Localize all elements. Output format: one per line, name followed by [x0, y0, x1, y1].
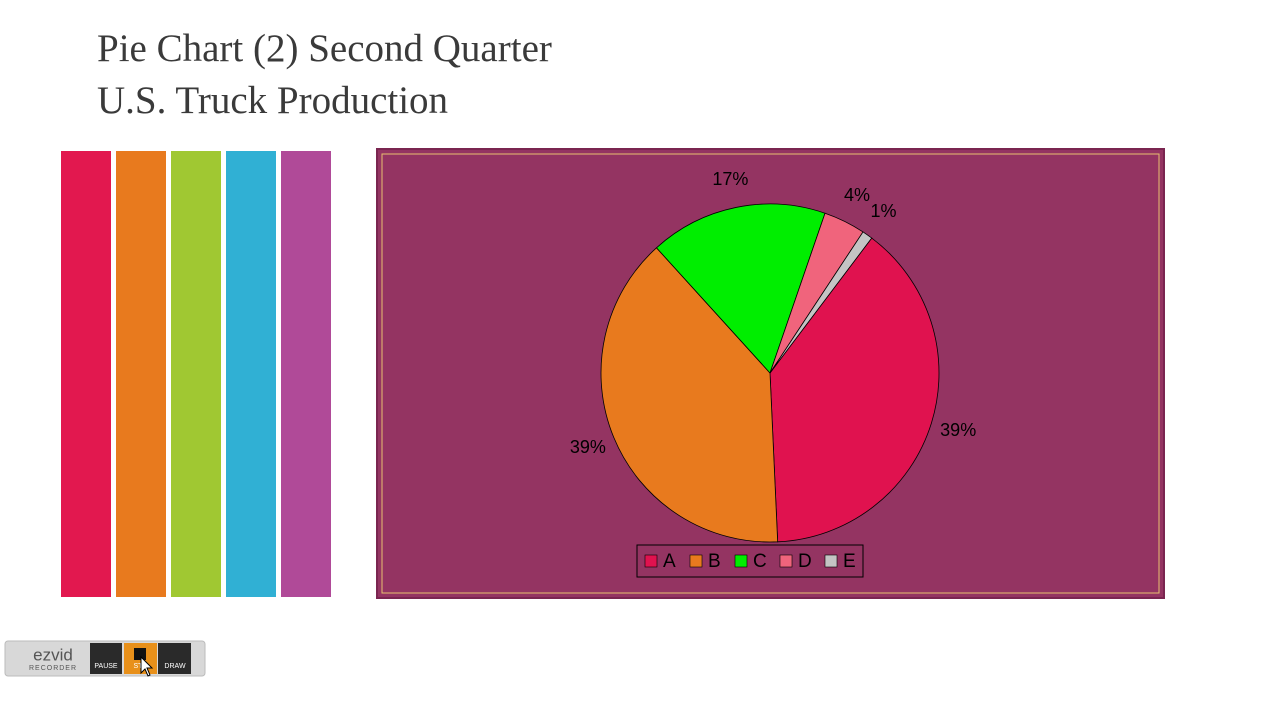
legend-label: D [798, 551, 812, 572]
stripe [116, 151, 166, 597]
legend-swatch [644, 554, 658, 568]
legend-swatch [689, 554, 703, 568]
legend-label: C [753, 551, 767, 572]
pie: 39% 39% 17% 4%1% [570, 169, 976, 543]
data-label: 17% [712, 169, 748, 189]
pie-slice [655, 203, 826, 374]
button-label: ST [134, 663, 144, 670]
chart-frame [381, 153, 1160, 594]
legend-swatch [824, 554, 838, 568]
stripe [61, 151, 111, 597]
stripe [281, 151, 331, 597]
button-label: DRAW [164, 663, 186, 670]
legend: A B C D E [644, 551, 856, 572]
legend-label: E [843, 551, 856, 572]
legend-label: A [663, 551, 676, 572]
legend-swatch [779, 554, 793, 568]
logo: ezvid [33, 645, 73, 664]
pause-button[interactable] [90, 643, 122, 674]
button-label: PAUSE [94, 663, 118, 670]
stripe [171, 151, 221, 597]
stop-icon [134, 648, 146, 660]
slide-title: U.S. Truck Production [97, 79, 449, 122]
legend-swatch [734, 554, 748, 568]
data-label: 39% [570, 437, 606, 457]
data-label: 39% [940, 420, 976, 440]
data-label: 1% [871, 201, 897, 221]
cursor [140, 655, 154, 677]
logo-sub: RECORDER [29, 665, 77, 672]
slide-title: Pie Chart (2) Second Quarter [97, 27, 552, 70]
toolbar: ezvid RECORDER PAUSE ST DRAW [4, 640, 206, 677]
legend-label: B [708, 551, 721, 572]
pie-slice [600, 247, 779, 543]
pie-slice [769, 237, 940, 543]
data-label: 4% [844, 185, 870, 205]
draw-button[interactable] [158, 643, 191, 674]
pie-slice [769, 231, 873, 374]
stripe [226, 151, 276, 597]
